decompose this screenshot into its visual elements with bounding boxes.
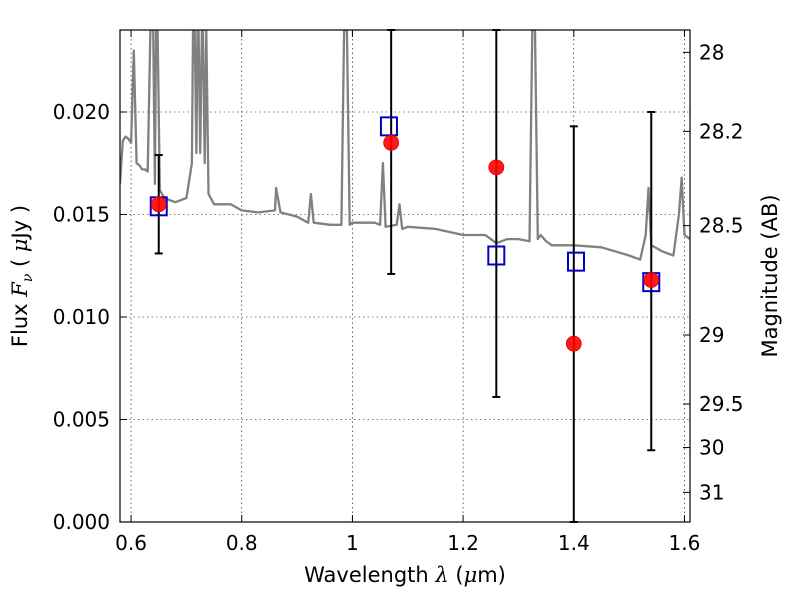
y-tick-label: 0.020 <box>53 100 110 124</box>
y2-tick-label: 28.2 <box>699 119 744 143</box>
x-tick-label: 0.6 <box>115 531 147 555</box>
axis-ticks <box>120 30 690 523</box>
model-sed-line <box>120 30 690 261</box>
y2-tick-label: 31 <box>699 480 724 504</box>
y-tick-label: 0.000 <box>53 510 110 534</box>
x-axis-label: Wavelength λ (μm) <box>304 563 506 587</box>
y-axis-label: Flux Fν ( μJy ) <box>8 205 36 347</box>
secondary-y-axis-label: Magnitude (AB) <box>758 194 782 357</box>
observed-point <box>643 272 660 289</box>
y2-tick-label: 29 <box>699 323 724 347</box>
model-sed-path <box>120 30 690 261</box>
model-square-marker <box>567 251 585 272</box>
y2-tick-label: 28 <box>699 40 724 64</box>
model-square-marker <box>487 245 506 266</box>
y2-tick-label: 30 <box>699 436 724 460</box>
observed-point <box>150 196 167 213</box>
y-tick-label: 0.015 <box>53 203 110 227</box>
observed-point <box>488 159 505 176</box>
error-bars <box>154 29 656 523</box>
x-tick-label: 0.8 <box>226 531 258 555</box>
data-points <box>149 116 661 352</box>
y2-tick-label: 29.5 <box>699 392 744 416</box>
observed-point <box>383 134 400 151</box>
x-tick-label: 1.2 <box>447 531 479 555</box>
y-tick-label: 0.010 <box>53 305 110 329</box>
x-tick-label: 1 <box>346 531 359 555</box>
model-square-marker <box>379 116 398 137</box>
plot-frame <box>119 29 691 523</box>
y-tick-label: 0.005 <box>53 408 110 432</box>
x-tick-label: 1.6 <box>669 531 701 555</box>
observed-point <box>565 335 582 352</box>
y2-tick-label: 28.5 <box>699 214 744 238</box>
tick-labels: 0.6 0.8 1 1.2 1.4 1.6 0.000 0.005 0.010 0.015 0.02… <box>53 40 744 555</box>
x-tick-label: 1.4 <box>558 531 590 555</box>
